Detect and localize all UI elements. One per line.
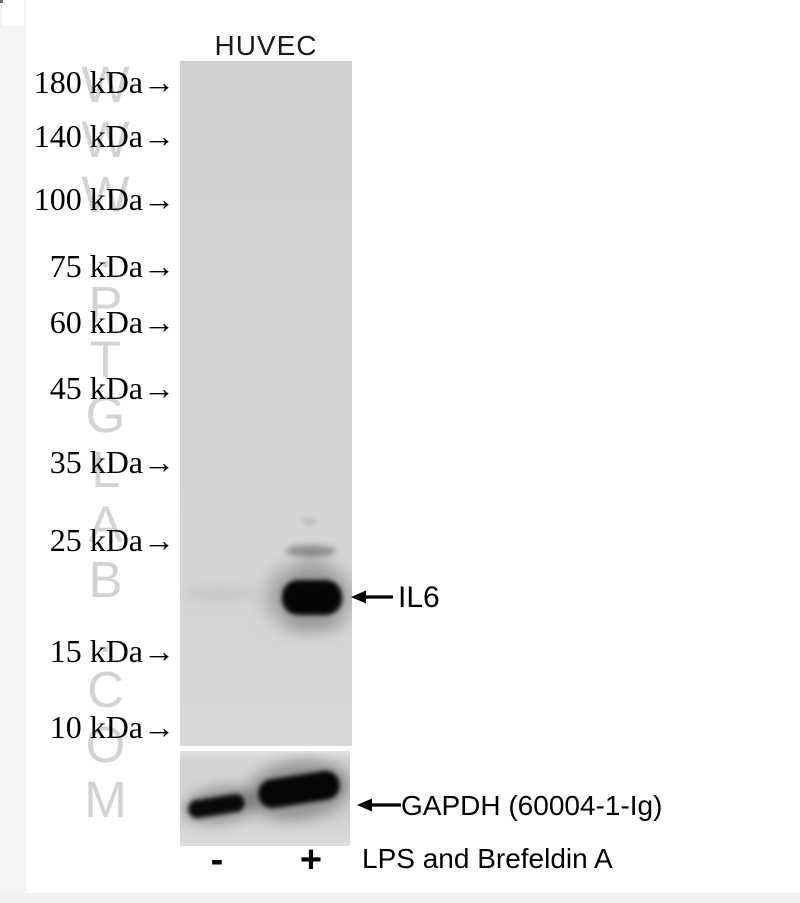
il6-band-shadow	[283, 617, 343, 630]
corner-notch	[2, 0, 24, 26]
faint-band-25kda-lane2	[286, 545, 336, 557]
treatment-label: LPS and Brefeldin A	[362, 843, 613, 874]
blot-panel-il6	[180, 61, 352, 746]
mw-marker-35kda: 35 kDa→	[49, 444, 175, 480]
lane2-plus-sign: +	[299, 839, 323, 881]
arrow-left-icon	[357, 798, 401, 812]
mw-marker-180kda: 180 kDa→	[33, 64, 175, 100]
il6-band	[282, 580, 342, 615]
mw-marker-25kda: 25 kDa→	[49, 522, 175, 558]
target-band-label: IL6	[398, 581, 440, 614]
mw-marker-140kda: 140 kDa→	[33, 118, 175, 154]
mw-marker-10kda: 10 kDa→	[49, 709, 175, 745]
cell-line-label: HUVEC	[214, 30, 318, 61]
mw-marker-60kda: 60 kDa→	[49, 304, 175, 340]
mw-marker-15kda: 15 kDa→	[49, 633, 175, 669]
blot-panel-gapdh	[180, 751, 350, 846]
faint-spot-band	[302, 518, 316, 525]
arrow-left-icon	[351, 590, 393, 604]
corner-artifact-dot	[0, 0, 3, 3]
mw-marker-75kda: 75 kDa→	[49, 248, 175, 284]
page-bottom-strip	[0, 893, 800, 903]
ptglab-watermark: WWW.PTGLAB.COM	[77, 56, 134, 826]
mw-marker-100kda: 100 kDa→	[33, 181, 175, 217]
faint-band-lane1	[183, 586, 257, 603]
loading-control-label: GAPDH (60004-1-Ig)	[401, 790, 663, 821]
mw-marker-45kda: 45 kDa→	[49, 370, 175, 406]
lane1-minus-sign: -	[210, 839, 224, 881]
page-left-margin-strip	[0, 0, 26, 903]
